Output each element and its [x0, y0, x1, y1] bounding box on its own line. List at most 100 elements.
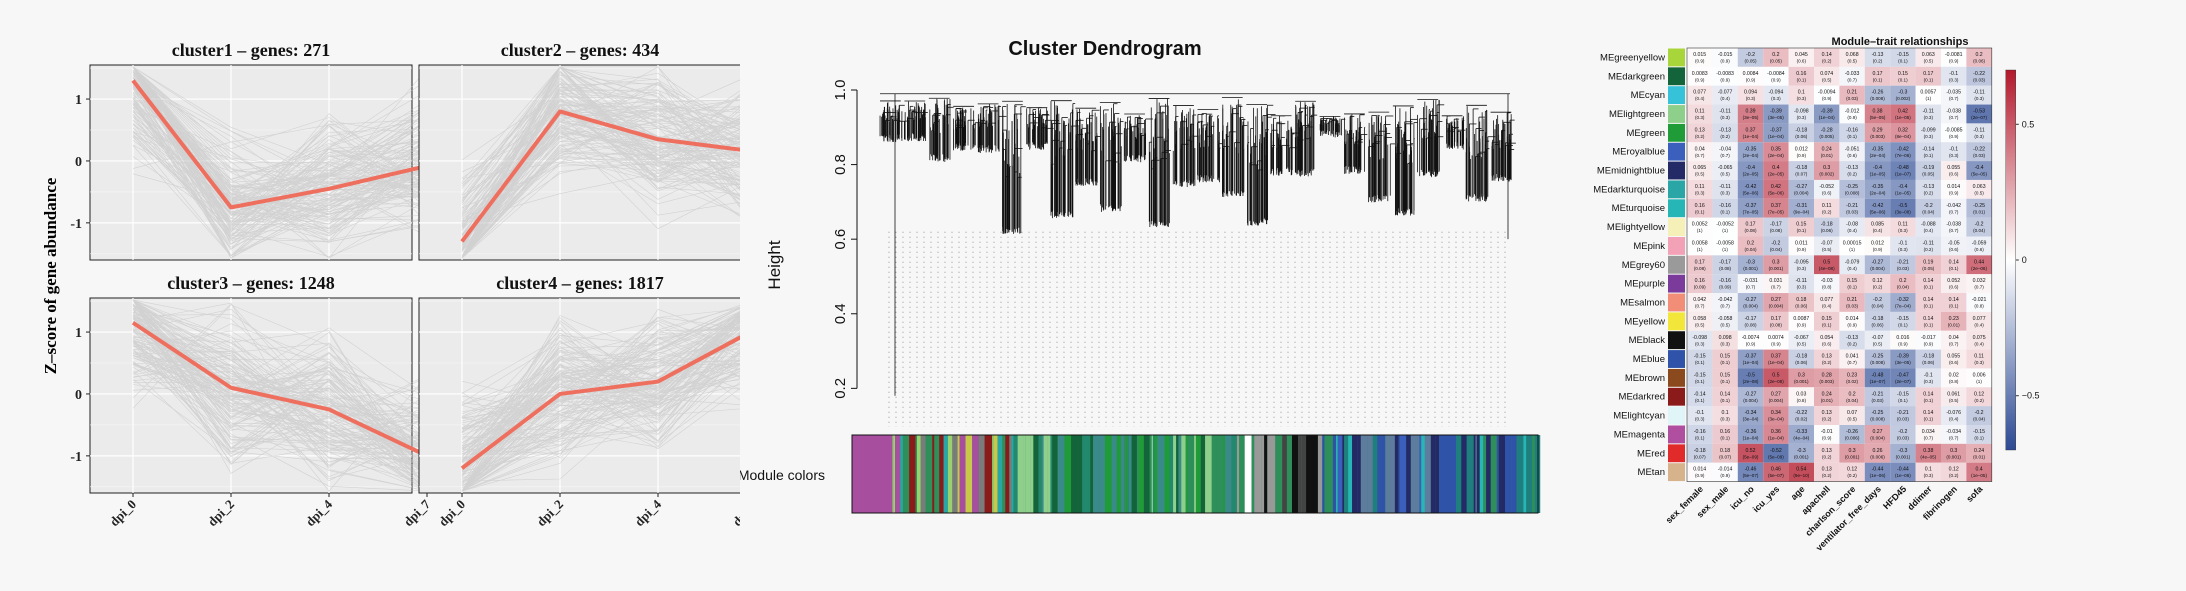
cell-correlation: 0.27	[1771, 297, 1781, 303]
heatmap-cell	[1737, 368, 1764, 388]
facet-title: cluster3 – genes: 1248	[167, 273, 334, 293]
cell-correlation: 0.0084	[1743, 71, 1759, 77]
cell-correlation: -0.0052	[1716, 222, 1734, 228]
cell-pvalue: (0.3)	[1924, 473, 1934, 478]
cell-correlation: -0.25	[1846, 184, 1858, 190]
heatmap-cell	[1814, 85, 1840, 105]
heatmap-cell	[1788, 179, 1814, 199]
module-swatch	[1668, 199, 1685, 218]
cell-correlation: 0.14	[1949, 259, 1959, 265]
heatmap-cell	[1687, 311, 1713, 331]
heatmap-cell	[1864, 142, 1891, 162]
legend-tick-label: 0.5	[2022, 119, 2035, 129]
cell-correlation: -0.21	[1897, 410, 1909, 416]
cell-pvalue: (0.004)	[1870, 266, 1885, 271]
cell-pvalue: (1e–04)	[1819, 115, 1835, 120]
cell-correlation: -0.2	[1771, 241, 1780, 247]
heatmap-cell	[1788, 217, 1814, 237]
cell-correlation: 0.055	[1947, 165, 1960, 171]
cell-correlation: 0.063	[1922, 52, 1935, 58]
heatmap-cell	[1839, 104, 1865, 124]
cell-correlation: 0.045	[1795, 52, 1808, 58]
cell-pvalue: (0.03)	[1897, 417, 1909, 422]
mean-line	[131, 79, 428, 210]
cell-correlation: 0.015	[1693, 52, 1706, 58]
cell-pvalue: (0.1)	[1898, 322, 1908, 327]
cell-correlation: -0.17	[1719, 259, 1731, 265]
heatmap-cell	[1788, 142, 1814, 162]
cell-pvalue: (0.03)	[1973, 77, 1985, 82]
cell-correlation: -0.35	[1872, 146, 1884, 152]
cell-correlation: -0.11	[1796, 278, 1808, 284]
cell-correlation: 0.014	[1947, 184, 1960, 190]
heatmap-cell	[1915, 293, 1941, 312]
cell-pvalue: (8e–04)	[1895, 134, 1911, 139]
cell-correlation: 0.1	[1721, 410, 1728, 416]
cell-pvalue: (0.5)	[1822, 77, 1832, 82]
heatmap-cell	[1788, 387, 1814, 407]
cell-pvalue: (0.9)	[1898, 341, 1908, 346]
heatmap-cell	[1687, 66, 1713, 86]
cell-correlation: 0.15	[1822, 316, 1832, 322]
heatmap-cell	[1839, 255, 1865, 275]
cell-correlation: -0.038	[1946, 109, 1961, 115]
cell-correlation: 0.13	[1822, 448, 1832, 454]
heatmap-cell	[1839, 66, 1865, 86]
cell-pvalue: (0.3)	[1974, 134, 1984, 139]
heatmap-cell	[1890, 349, 1916, 369]
heatmap-cell	[1966, 462, 1992, 482]
cell-correlation: 0.2	[1899, 278, 1906, 284]
heatmap-cell	[1915, 161, 1941, 180]
heatmap-cell	[1737, 274, 1764, 294]
heatmap-cell	[1966, 66, 1992, 86]
cell-pvalue: (9e–10)	[1793, 473, 1809, 478]
module-swatch	[1668, 274, 1685, 293]
cell-correlation: 0.28	[1822, 372, 1832, 378]
cell-pvalue: (0.09)	[1694, 285, 1706, 290]
heatmap-cell	[1814, 368, 1840, 388]
cell-correlation: -0.11	[1719, 109, 1731, 115]
module-swatch	[1668, 293, 1685, 312]
cell-pvalue: (0.3)	[1974, 360, 1984, 365]
heatmap-cell	[1788, 85, 1814, 105]
cell-correlation: 0.1	[1925, 467, 1932, 473]
cell-pvalue: (2e–08)	[1743, 379, 1759, 384]
cell-correlation: -0.37	[1745, 354, 1757, 360]
cell-correlation: 0.054	[1820, 335, 1833, 341]
cell-correlation: -0.042	[1946, 203, 1961, 209]
module-swatch	[1668, 406, 1685, 425]
cell-pvalue: (0.5)	[1695, 322, 1705, 327]
cell-pvalue: (1e–05)	[1895, 190, 1911, 195]
cell-pvalue: (0.2)	[1720, 134, 1730, 139]
heatmap-cell	[1763, 217, 1789, 237]
cell-correlation: -0.44	[1897, 467, 1909, 473]
cell-correlation: -0.059	[1972, 241, 1987, 247]
heatmap-cell	[1890, 368, 1916, 388]
heatmap-cell	[1890, 198, 1916, 218]
y-tick-label: -1	[70, 217, 82, 232]
cell-pvalue: (0.06)	[1973, 59, 1985, 64]
x-tick-label: dpi_4	[632, 496, 665, 529]
cell-pvalue: (0.9)	[1822, 96, 1832, 101]
cell-pvalue: (0.01)	[1821, 153, 1833, 158]
cell-pvalue: (0.4)	[1873, 228, 1883, 233]
cell-correlation: -0.11	[1923, 241, 1935, 247]
cell-correlation: -0.0085	[1945, 127, 1963, 133]
heatmap-cell	[1814, 66, 1840, 86]
cell-pvalue: (5e–05)	[1971, 172, 1987, 177]
cell-pvalue: (0.6)	[1949, 247, 1959, 252]
y-tick-label: 1.0	[832, 80, 849, 101]
module-trait-heatmap: Module–trait relationships MEgreenyellow…	[1593, 36, 2039, 553]
heatmap-cell	[1687, 104, 1713, 124]
cell-correlation: -0.094	[1769, 90, 1784, 96]
cell-correlation: 0.18	[1720, 448, 1730, 454]
cell-correlation: -0.11	[1973, 127, 1985, 133]
cell-pvalue: (0.9)	[1695, 59, 1705, 64]
cell-pvalue: (0.1)	[1924, 153, 1934, 158]
cell-correlation: 0.14	[1923, 278, 1933, 284]
cluster-facet: cluster4 – genes: 1817 dpi_0 dpi_2 dpi_4 dpi…	[418, 273, 740, 529]
heatmap-cell	[1737, 123, 1764, 143]
cell-pvalue: (5e–06)	[1870, 209, 1886, 214]
cell-correlation: -0.03	[1821, 278, 1833, 284]
cell-correlation: -0.39	[1821, 109, 1833, 115]
